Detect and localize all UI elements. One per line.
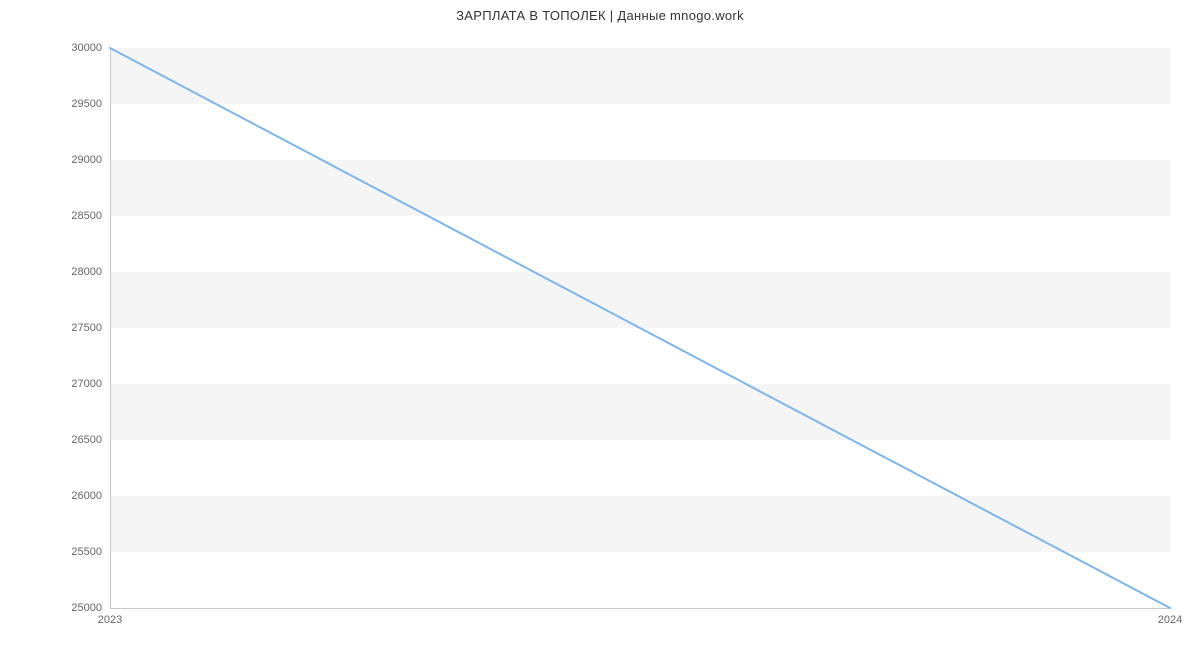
x-tick-label: 2024: [1158, 614, 1182, 626]
chart-container: ЗАРПЛАТА В ТОПОЛЕК | Данные mnogo.work 2…: [0, 0, 1200, 650]
y-tick-label: 29500: [0, 98, 102, 110]
x-axis-line: [110, 608, 1170, 609]
y-tick-label: 25500: [0, 546, 102, 558]
series-line-salary: [110, 48, 1170, 608]
y-tick-label: 27000: [0, 378, 102, 390]
y-tick-label: 26000: [0, 490, 102, 502]
y-tick-label: 27500: [0, 322, 102, 334]
x-tick-label: 2023: [98, 614, 122, 626]
y-tick-label: 28500: [0, 210, 102, 222]
series-svg: [110, 48, 1170, 608]
y-tick-label: 29000: [0, 154, 102, 166]
y-tick-label: 25000: [0, 602, 102, 614]
chart-title: ЗАРПЛАТА В ТОПОЛЕК | Данные mnogo.work: [0, 8, 1200, 23]
y-tick-label: 30000: [0, 42, 102, 54]
y-tick-label: 28000: [0, 266, 102, 278]
y-tick-label: 26500: [0, 434, 102, 446]
plot-area: [110, 48, 1170, 608]
